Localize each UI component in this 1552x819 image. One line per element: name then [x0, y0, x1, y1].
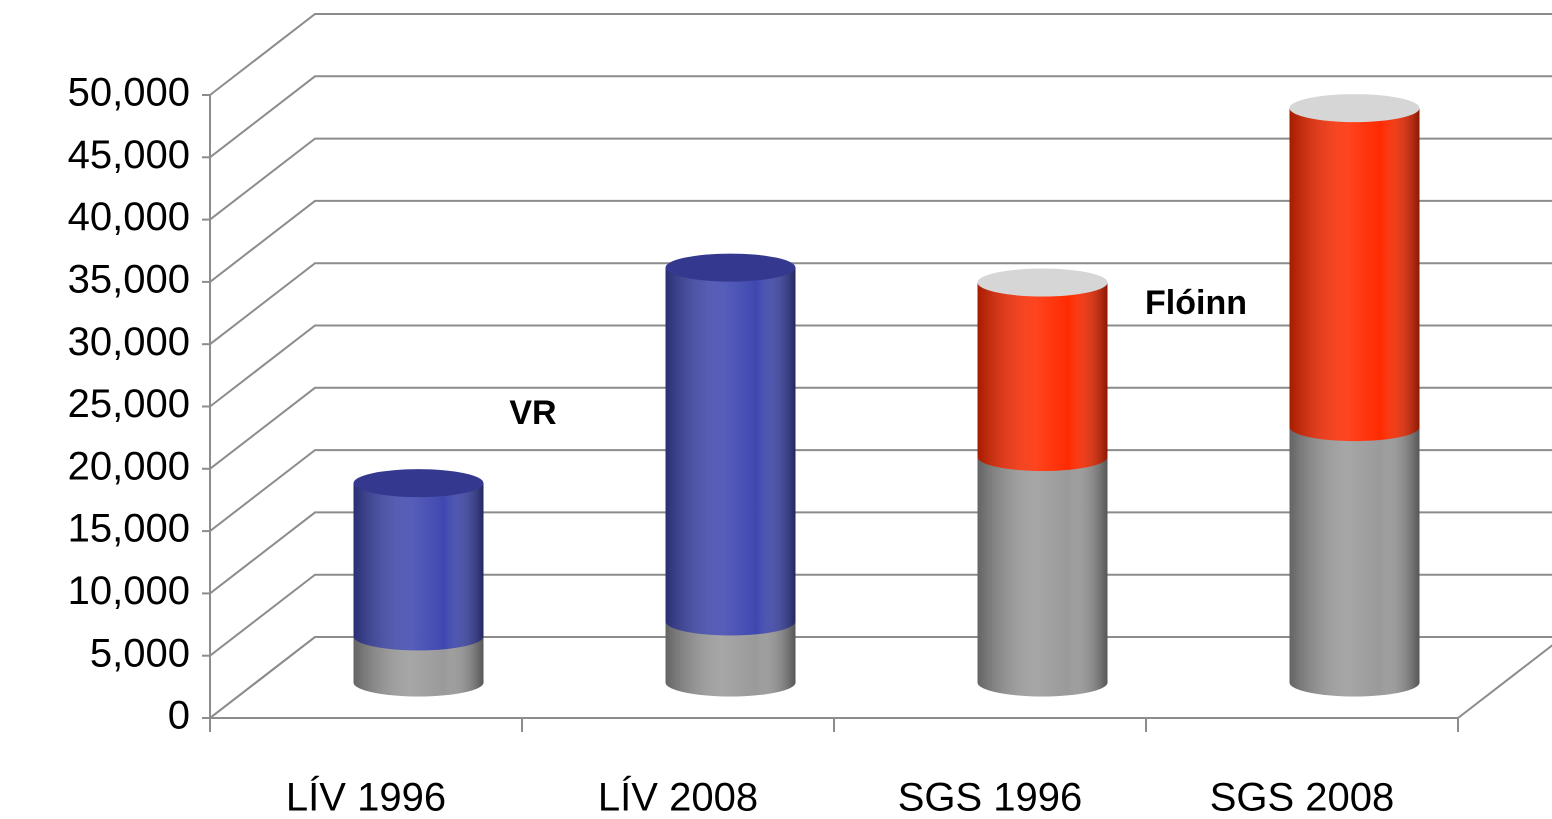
segment-body-shade	[977, 456, 1108, 683]
y-tick-label: 25,000	[68, 382, 190, 426]
segment-body-shade	[1289, 108, 1420, 428]
segment-top	[977, 268, 1108, 297]
cylinder-segment	[353, 469, 484, 651]
y-tick-label: 10,000	[68, 569, 190, 613]
annotation: Flóinn	[1145, 284, 1247, 322]
y-tick-label: 30,000	[68, 320, 190, 364]
y-tick-label: 35,000	[68, 257, 190, 301]
y-tick-label: 5,000	[90, 631, 190, 675]
x-tick-label: SGS 1996	[898, 776, 1083, 819]
grid-line	[209, 75, 1552, 159]
cylinder-segment	[1289, 427, 1420, 697]
y-tick-label: 45,000	[68, 133, 190, 177]
segment-top	[1289, 94, 1420, 123]
cylinder-segment	[977, 268, 1108, 471]
segment-body-shade	[665, 267, 796, 622]
grid-line	[209, 386, 1552, 470]
y-tick-label: 0	[168, 694, 190, 738]
segment-body-shade	[1289, 427, 1420, 683]
x-tick-label: LÍV 1996	[286, 775, 446, 819]
grid-line	[209, 137, 1552, 221]
grid-line	[209, 636, 1552, 719]
grid-line	[209, 324, 1552, 408]
x-tick-label: LÍV 2008	[598, 775, 758, 819]
segment-body-shade	[353, 483, 484, 637]
y-tick-label: 15,000	[68, 507, 190, 551]
segment-body-shade	[977, 282, 1108, 457]
grid-line	[209, 13, 1552, 96]
y-tick-label: 40,000	[68, 195, 190, 239]
grid-line	[209, 449, 1552, 532]
y-tick-label: 50,000	[68, 71, 190, 115]
floor-edge	[1457, 644, 1552, 719]
grid-line	[209, 199, 1552, 283]
segment-top	[353, 469, 484, 498]
grid-line	[209, 262, 1552, 345]
annotation: VR	[509, 394, 556, 432]
grid-line	[209, 511, 1552, 595]
y-tick-label: 20,000	[68, 444, 190, 488]
cylinder-segment	[1289, 94, 1420, 442]
x-tick-label: SGS 2008	[1210, 776, 1395, 819]
cylinder-segment	[977, 456, 1108, 697]
grid-line	[209, 573, 1552, 657]
cylinder-segment	[665, 253, 796, 636]
segment-top	[665, 253, 796, 282]
